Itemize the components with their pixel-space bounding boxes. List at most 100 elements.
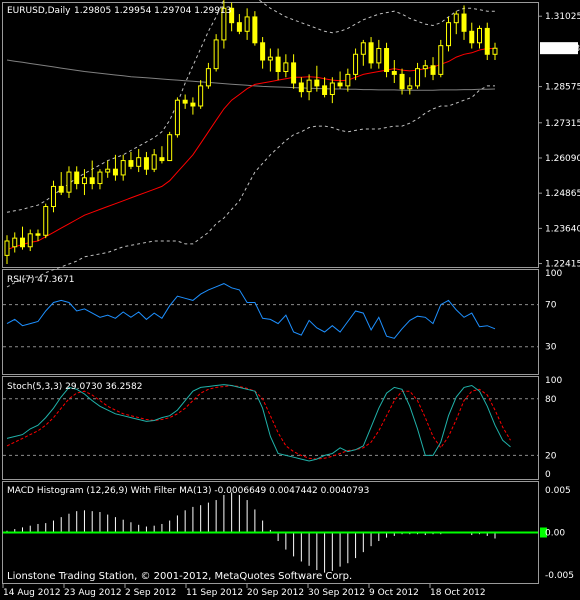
candle-body <box>167 134 173 162</box>
candle-body <box>74 171 80 185</box>
candle-body <box>229 7 235 24</box>
candle-body <box>484 27 490 55</box>
price-header-symbol: EURUSD,Daily <box>7 6 71 16</box>
stoch-main-line <box>6 384 511 462</box>
price-header-ohlc: 1.29805 1.29954 1.29704 1.29913 <box>74 6 231 16</box>
candle-body <box>43 206 49 236</box>
x-tick-label: 14 Aug 2012 <box>3 588 61 598</box>
candle-body <box>19 237 25 248</box>
footer-copyright: Lionstone Trading Station, © 2001-2012, … <box>7 571 352 582</box>
candle-body <box>260 42 266 61</box>
macd-pane <box>3 492 538 573</box>
stoch-pane <box>3 384 538 462</box>
candle-body <box>353 53 359 75</box>
candle-body <box>430 65 436 75</box>
candle-body <box>182 99 188 104</box>
x-tick-label: 23 Aug 2012 <box>64 588 122 598</box>
price-tick-label: 1.31025 <box>545 12 580 22</box>
candle-body <box>360 42 366 55</box>
candle-body <box>298 82 304 93</box>
rsi-pane-frame <box>2 269 539 375</box>
candle-body <box>368 42 374 64</box>
candle-body <box>477 27 483 44</box>
candle-body <box>252 16 258 44</box>
candle-body <box>415 68 421 87</box>
current-price-tag <box>540 42 578 55</box>
candle-body <box>120 160 126 176</box>
candle-body <box>306 79 312 93</box>
stoch-tick-label: 80 <box>545 395 557 405</box>
candle-body <box>97 171 103 185</box>
macd-header: MACD Histogram (12,26,9) With Filter MA(… <box>7 486 369 496</box>
candle-body <box>221 7 227 41</box>
long-moving-average-line <box>6 59 496 91</box>
x-tick-label: 20 Sep 2012 <box>247 588 304 598</box>
candle-body <box>190 102 196 107</box>
candle-body <box>446 22 452 47</box>
candle-body <box>469 30 475 44</box>
candle-body <box>391 71 397 75</box>
price-tick-label: 1.26090 <box>545 154 580 164</box>
candle-body <box>291 62 297 84</box>
candle-body <box>345 73 351 87</box>
candle-body <box>198 85 204 107</box>
rsi-line <box>6 283 496 339</box>
price-tick-label: 1.23640 <box>545 224 580 234</box>
stoch-tick-label: 20 <box>545 451 557 461</box>
candle-body <box>236 22 242 32</box>
candle-body <box>12 237 18 248</box>
rsi-tick-label: 70 <box>545 301 557 311</box>
candle-body <box>422 65 428 70</box>
price-tick-label: 1.28575 <box>545 83 580 93</box>
price-tick-label: 1.22415 <box>545 260 580 270</box>
candle-body <box>376 48 382 64</box>
candle-body <box>151 154 157 170</box>
candle-body <box>275 56 281 73</box>
x-tick-label: 18 Oct 2012 <box>430 588 486 598</box>
candle-body <box>58 185 64 193</box>
candle-body <box>35 233 41 236</box>
candle-body <box>89 177 95 185</box>
macd-tick-label: -0.005 <box>545 571 574 581</box>
x-tick-label: 11 Sep 2012 <box>186 588 243 598</box>
axis-labels: 1.31025 1.28575 1.27315 1.26090 1.24865 1.236… <box>538 12 580 581</box>
candle-body <box>329 82 335 95</box>
x-tick-label: 30 Sep 2012 <box>308 588 365 598</box>
candle-body <box>205 68 211 87</box>
candle-body <box>136 157 142 167</box>
candle-body <box>112 168 118 176</box>
candle-body <box>50 185 56 208</box>
candle-body <box>461 13 467 32</box>
price-tick-label: 1.27315 <box>545 119 580 129</box>
candle-body <box>159 157 165 162</box>
stoch-header: Stoch(5,3,3) 29.0730 36.2582 <box>7 382 142 392</box>
rsi-pane <box>3 283 538 348</box>
price-pane <box>4 0 498 288</box>
bollinger-upper-band <box>6 0 495 213</box>
rsi-header: RSI(7) 47.3671 <box>7 275 74 285</box>
candle-body <box>438 45 444 75</box>
candle-body <box>105 168 111 173</box>
candle-body <box>244 16 250 32</box>
candle-body <box>128 160 134 167</box>
candle-body <box>143 157 149 170</box>
candle-body <box>174 99 180 136</box>
candle-body <box>337 82 343 87</box>
moving-average-line <box>6 48 495 251</box>
candle-body <box>267 56 273 61</box>
x-axis-labels: 14 Aug 2012 23 Aug 2012 2 Sep 2012 11 Sep 2… <box>2 584 486 598</box>
candle-body <box>213 39 219 70</box>
candle-body <box>453 13 459 24</box>
x-tick-label: 2 Sep 2012 <box>125 588 176 598</box>
x-tick-label: 9 Oct 2012 <box>369 588 419 598</box>
stoch-tick-label: 0 <box>545 470 551 480</box>
candle-body <box>66 171 72 193</box>
price-pane-frame <box>2 2 539 268</box>
candle-body <box>384 48 390 73</box>
candle-body <box>27 233 33 248</box>
current-price-label: 1.29913 <box>543 44 580 54</box>
stoch-pane-frame <box>2 376 539 480</box>
rsi-tick-label: 30 <box>545 343 557 353</box>
candle-body <box>314 79 320 87</box>
